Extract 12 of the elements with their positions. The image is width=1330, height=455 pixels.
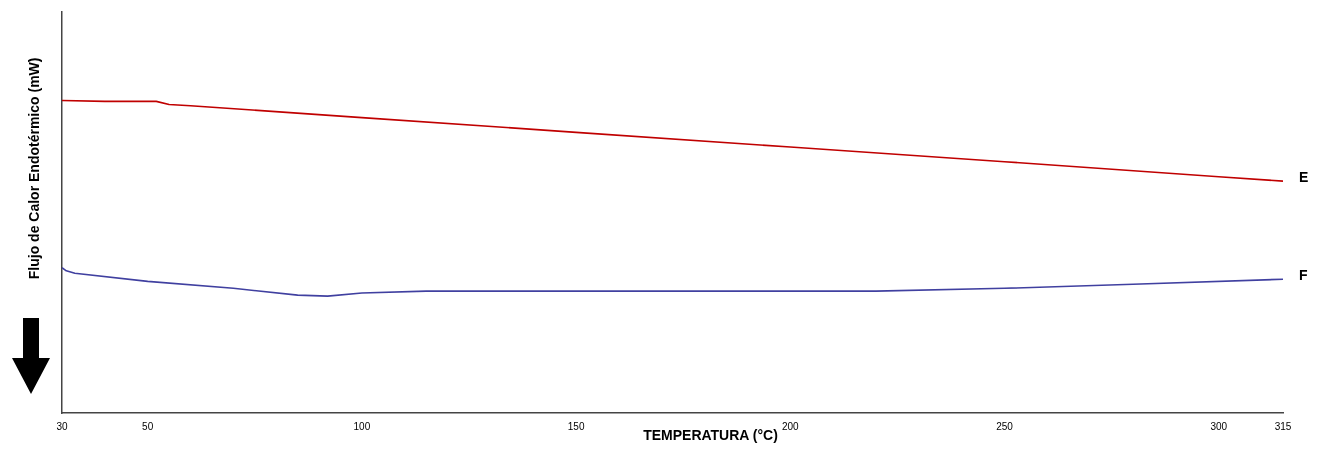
series-label: F: [1299, 267, 1308, 284]
series-label: E: [1299, 168, 1309, 185]
x-tick-label: 50: [142, 420, 154, 432]
x-tick-label: 30: [56, 420, 68, 432]
x-tick-label: 100: [353, 420, 371, 432]
x-tick-label: 315: [1274, 420, 1292, 432]
y-axis-title: Flujo de Calor Endotérmico (mW): [25, 57, 42, 280]
x-tick-label: 150: [567, 420, 585, 432]
x-tick-label: 200: [781, 420, 800, 432]
x-tick-label: 250: [996, 420, 1014, 432]
x-axis-title: TEMPERATURA (°C): [643, 426, 778, 443]
x-tick-label: 300: [1210, 420, 1228, 432]
